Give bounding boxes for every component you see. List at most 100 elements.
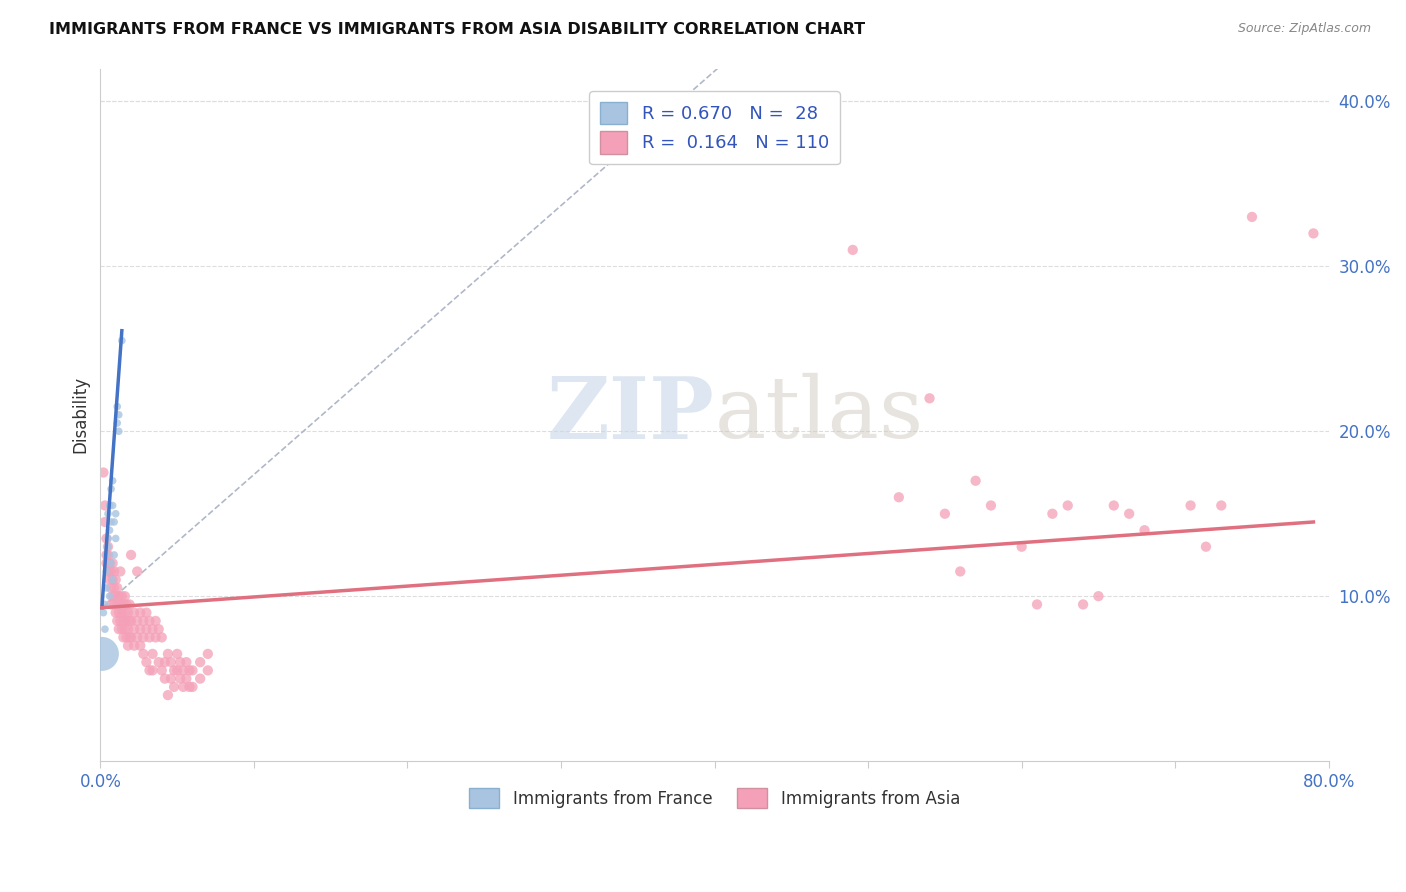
- Point: [105, 400, 128, 414]
- Point: [110, 598, 132, 612]
- Point: [129, 639, 152, 653]
- Point: [120, 548, 142, 562]
- Point: [122, 622, 145, 636]
- Point: [115, 614, 138, 628]
- Point: [105, 581, 128, 595]
- Point: [135, 655, 157, 669]
- Point: [145, 614, 167, 628]
- Point: [96, 548, 118, 562]
- Point: [842, 243, 865, 257]
- Point: [98, 573, 121, 587]
- Point: [90, 647, 112, 661]
- Point: [111, 334, 134, 348]
- Point: [181, 680, 204, 694]
- Point: [103, 515, 125, 529]
- Point: [107, 622, 129, 636]
- Point: [1026, 598, 1049, 612]
- Point: [97, 540, 120, 554]
- Point: [672, 136, 695, 150]
- Point: [97, 540, 120, 554]
- Point: [100, 581, 122, 595]
- Point: [98, 556, 121, 570]
- Point: [98, 523, 121, 537]
- Point: [96, 556, 118, 570]
- Point: [188, 655, 211, 669]
- Point: [101, 556, 124, 570]
- Point: [1071, 598, 1094, 612]
- Point: [150, 664, 173, 678]
- Point: [94, 622, 117, 636]
- Point: [934, 507, 956, 521]
- Point: [138, 614, 160, 628]
- Point: [138, 631, 160, 645]
- Point: [103, 548, 125, 562]
- Point: [1102, 499, 1125, 513]
- Point: [114, 606, 136, 620]
- Point: [1040, 507, 1063, 521]
- Point: [148, 655, 170, 669]
- Text: ZIP: ZIP: [547, 373, 714, 457]
- Point: [127, 631, 149, 645]
- Point: [104, 507, 127, 521]
- Point: [1240, 210, 1263, 224]
- Point: [120, 631, 142, 645]
- Point: [1195, 540, 1218, 554]
- Point: [115, 598, 138, 612]
- Point: [142, 664, 165, 678]
- Point: [135, 606, 157, 620]
- Point: [104, 606, 127, 620]
- Point: [105, 598, 128, 612]
- Point: [1302, 227, 1324, 241]
- Point: [104, 589, 127, 603]
- Point: [104, 532, 127, 546]
- Point: [94, 499, 117, 513]
- Point: [160, 672, 183, 686]
- Point: [135, 622, 157, 636]
- Point: [197, 647, 219, 661]
- Text: Source: ZipAtlas.com: Source: ZipAtlas.com: [1237, 22, 1371, 36]
- Point: [103, 565, 125, 579]
- Point: [1118, 507, 1140, 521]
- Point: [153, 655, 176, 669]
- Point: [172, 664, 194, 678]
- Point: [97, 565, 120, 579]
- Point: [100, 556, 122, 570]
- Point: [117, 622, 139, 636]
- Point: [176, 655, 198, 669]
- Point: [965, 474, 987, 488]
- Point: [1180, 499, 1202, 513]
- Point: [111, 606, 134, 620]
- Point: [138, 664, 160, 678]
- Point: [100, 482, 122, 496]
- Point: [120, 614, 142, 628]
- Point: [103, 598, 125, 612]
- Point: [111, 622, 134, 636]
- Point: [887, 490, 910, 504]
- Point: [98, 589, 121, 603]
- Point: [1133, 523, 1156, 537]
- Point: [188, 672, 211, 686]
- Point: [163, 680, 186, 694]
- Point: [96, 532, 118, 546]
- Point: [112, 631, 135, 645]
- Text: atlas: atlas: [714, 373, 924, 457]
- Point: [107, 606, 129, 620]
- Point: [118, 614, 141, 628]
- Point: [148, 622, 170, 636]
- Point: [97, 532, 120, 546]
- Point: [112, 598, 135, 612]
- Y-axis label: Disability: Disability: [72, 376, 89, 453]
- Point: [132, 631, 155, 645]
- Point: [97, 548, 120, 562]
- Point: [111, 589, 134, 603]
- Point: [132, 614, 155, 628]
- Point: [114, 589, 136, 603]
- Point: [101, 573, 124, 587]
- Point: [156, 647, 179, 661]
- Point: [169, 655, 191, 669]
- Point: [112, 614, 135, 628]
- Point: [105, 614, 128, 628]
- Point: [980, 499, 1002, 513]
- Point: [181, 664, 204, 678]
- Point: [117, 606, 139, 620]
